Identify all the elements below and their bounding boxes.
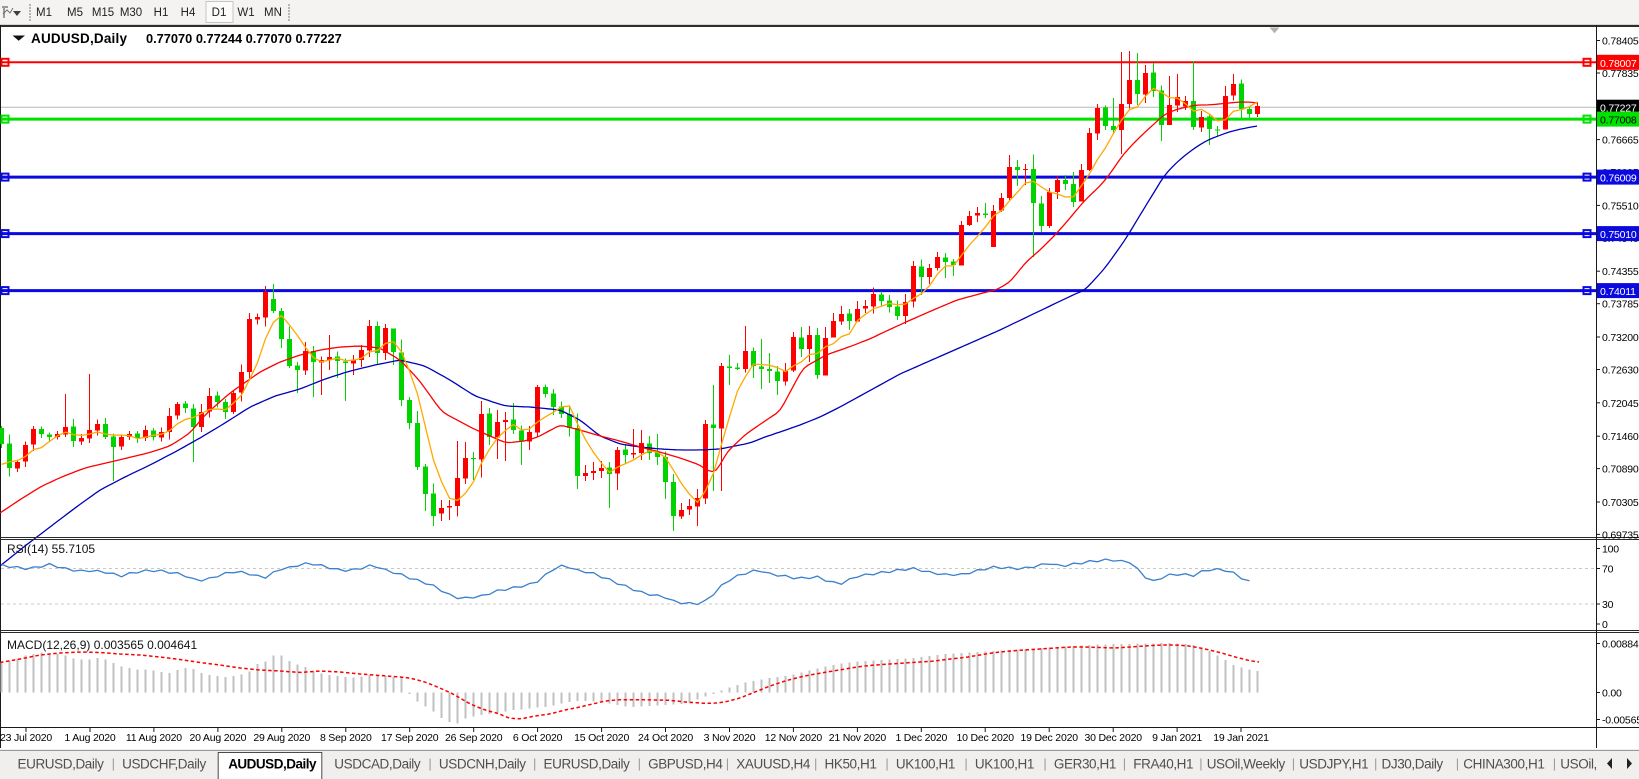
svg-text:UK100,H1: UK100,H1 xyxy=(896,757,955,772)
svg-text:|: | xyxy=(1456,756,1459,771)
svg-text:19 Dec 2020: 19 Dec 2020 xyxy=(1021,732,1079,744)
svg-text:11 Aug 2020: 11 Aug 2020 xyxy=(126,732,182,744)
svg-text:M5: M5 xyxy=(67,7,83,19)
svg-text:|: | xyxy=(1043,756,1046,771)
svg-text:0.74011: 0.74011 xyxy=(1600,286,1636,298)
svg-text:M30: M30 xyxy=(120,7,142,19)
svg-text:W1: W1 xyxy=(237,7,254,19)
svg-text:|: | xyxy=(885,756,888,771)
svg-text:0.75010: 0.75010 xyxy=(1600,229,1637,241)
svg-text:USDCAD,Daily: USDCAD,Daily xyxy=(334,757,421,772)
svg-text:USOil,Weekly: USOil,Weekly xyxy=(1207,757,1286,772)
svg-text:0: 0 xyxy=(1602,619,1608,631)
svg-text:0.00: 0.00 xyxy=(1602,688,1622,700)
svg-text:MACD(12,26,9) 0.003565 0.00464: MACD(12,26,9) 0.003565 0.004641 xyxy=(7,638,197,652)
svg-text:30: 30 xyxy=(1602,599,1614,611)
svg-text:|: | xyxy=(1553,756,1556,771)
svg-text:|: | xyxy=(533,756,536,771)
svg-text:24 Oct 2020: 24 Oct 2020 xyxy=(638,732,693,744)
svg-text:UK100,H1: UK100,H1 xyxy=(975,757,1034,772)
svg-text:FRA40,H1: FRA40,H1 xyxy=(1133,757,1193,772)
svg-text:0.73200: 0.73200 xyxy=(1602,332,1639,344)
svg-text:0.00884: 0.00884 xyxy=(1602,639,1639,651)
svg-text:RSI(14) 55.7105: RSI(14) 55.7105 xyxy=(7,542,95,556)
svg-text:M15: M15 xyxy=(92,7,114,19)
svg-text:3 Nov 2020: 3 Nov 2020 xyxy=(704,732,756,744)
svg-text:0.77008: 0.77008 xyxy=(1600,115,1637,127)
svg-text:1 Dec 2020: 1 Dec 2020 xyxy=(895,732,947,744)
svg-text:0.70305: 0.70305 xyxy=(1602,497,1639,509)
svg-text:H1: H1 xyxy=(154,7,169,19)
svg-text:|: | xyxy=(814,756,817,771)
svg-text:DJ30,Daily: DJ30,Daily xyxy=(1382,757,1444,772)
svg-text:0.73785: 0.73785 xyxy=(1602,299,1639,311)
svg-text:23 Jul 2020: 23 Jul 2020 xyxy=(0,732,52,744)
svg-text:|: | xyxy=(726,756,729,771)
svg-text:|: | xyxy=(1123,756,1126,771)
svg-text:AUDUSD,Daily: AUDUSD,Daily xyxy=(228,757,317,772)
svg-text:EURUSD,Daily: EURUSD,Daily xyxy=(18,757,105,772)
svg-text:EURUSD,Daily: EURUSD,Daily xyxy=(544,757,631,772)
svg-text:|: | xyxy=(638,756,641,771)
svg-text:0.71460: 0.71460 xyxy=(1602,431,1639,443)
svg-text:20 Aug 2020: 20 Aug 2020 xyxy=(190,732,247,744)
svg-text:17 Sep 2020: 17 Sep 2020 xyxy=(381,732,439,744)
svg-text:0.78405: 0.78405 xyxy=(1602,36,1639,48)
svg-text:|: | xyxy=(1374,756,1377,771)
svg-text:29 Aug 2020: 29 Aug 2020 xyxy=(253,732,310,744)
svg-text:9 Jan 2021: 9 Jan 2021 xyxy=(1152,732,1202,744)
svg-text:D1: D1 xyxy=(212,7,227,19)
svg-text:USDCNH,Daily: USDCNH,Daily xyxy=(439,757,526,772)
svg-text:0.77835: 0.77835 xyxy=(1602,68,1639,80)
svg-text:0.75510: 0.75510 xyxy=(1602,200,1639,212)
svg-text:|: | xyxy=(1292,756,1295,771)
svg-text:100: 100 xyxy=(1602,544,1619,556)
svg-text:1 Aug 2020: 1 Aug 2020 xyxy=(64,732,115,744)
svg-text:30 Dec 2020: 30 Dec 2020 xyxy=(1085,732,1143,744)
svg-text:0.69735: 0.69735 xyxy=(1602,529,1639,541)
svg-text:0.76665: 0.76665 xyxy=(1602,135,1639,147)
svg-text:USOil,: USOil, xyxy=(1560,757,1597,772)
svg-text:6 Oct 2020: 6 Oct 2020 xyxy=(513,732,563,744)
svg-text:0.76009: 0.76009 xyxy=(1600,173,1637,185)
svg-text:-0.005651: -0.005651 xyxy=(1602,715,1639,727)
svg-text:0.77070 0.77244 0.77070 0.7722: 0.77070 0.77244 0.77070 0.77227 xyxy=(146,31,342,46)
svg-text:0.70890: 0.70890 xyxy=(1602,464,1639,476)
svg-text:|: | xyxy=(1199,756,1202,771)
svg-text:AUDUSD,Daily: AUDUSD,Daily xyxy=(31,31,127,46)
svg-text:USDCHF,Daily: USDCHF,Daily xyxy=(122,757,206,772)
svg-text:12 Nov 2020: 12 Nov 2020 xyxy=(765,732,823,744)
svg-text:0.74355: 0.74355 xyxy=(1602,266,1639,278)
svg-text:|: | xyxy=(964,756,967,771)
svg-text:CHINA300,H1: CHINA300,H1 xyxy=(1463,757,1544,772)
svg-text:10 Dec 2020: 10 Dec 2020 xyxy=(957,732,1015,744)
svg-text:HK50,H1: HK50,H1 xyxy=(825,757,877,772)
svg-text:0.72045: 0.72045 xyxy=(1602,398,1639,410)
svg-text:|: | xyxy=(428,756,431,771)
svg-text:19 Jan 2021: 19 Jan 2021 xyxy=(1213,732,1269,744)
svg-text:8 Sep 2020: 8 Sep 2020 xyxy=(320,732,372,744)
svg-text:70: 70 xyxy=(1602,564,1614,576)
svg-text:H4: H4 xyxy=(181,7,196,19)
svg-text:|: | xyxy=(112,756,115,771)
svg-text:M1: M1 xyxy=(36,7,52,19)
svg-text:XAUUSD,H4: XAUUSD,H4 xyxy=(736,757,811,772)
svg-text:MN: MN xyxy=(264,7,282,19)
svg-text:GER30,H1: GER30,H1 xyxy=(1054,757,1116,772)
svg-text:21 Nov 2020: 21 Nov 2020 xyxy=(829,732,887,744)
svg-text:0.78007: 0.78007 xyxy=(1600,58,1637,70)
svg-text:15 Oct 2020: 15 Oct 2020 xyxy=(574,732,629,744)
svg-text:GBPUSD,H4: GBPUSD,H4 xyxy=(648,757,723,772)
svg-text:26 Sep 2020: 26 Sep 2020 xyxy=(445,732,503,744)
svg-text:USDJPY,H1: USDJPY,H1 xyxy=(1299,757,1368,772)
svg-text:0.72630: 0.72630 xyxy=(1602,365,1639,377)
